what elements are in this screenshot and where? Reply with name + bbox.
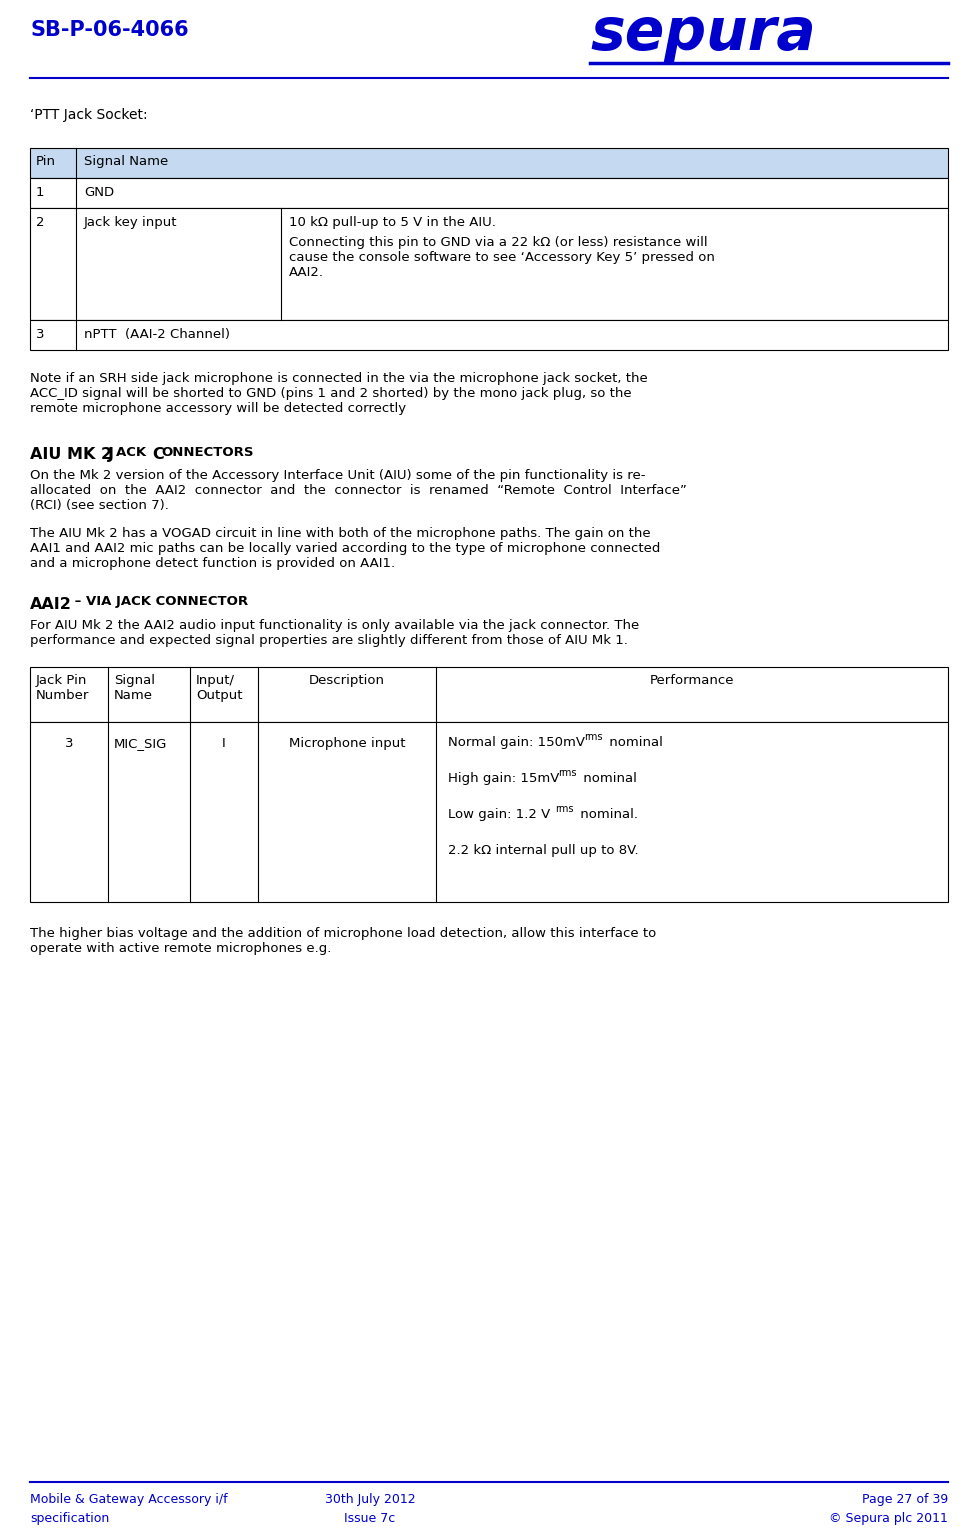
Bar: [30, 178, 948, 208]
Text: Input/
Output: Input/ Output: [196, 674, 242, 702]
Text: nPTT  (AAI-2 Channel): nPTT (AAI-2 Channel): [84, 328, 230, 342]
Text: nominal: nominal: [579, 772, 637, 784]
Text: AIU MK 2: AIU MK 2: [30, 447, 118, 463]
Text: nominal.: nominal.: [576, 807, 638, 821]
Text: Signal
Name: Signal Name: [114, 674, 155, 702]
Text: sepura: sepura: [590, 5, 816, 61]
Text: Microphone input: Microphone input: [289, 737, 405, 751]
Text: 2.2 kΩ internal pull up to 8V.: 2.2 kΩ internal pull up to 8V.: [448, 844, 638, 856]
Text: rms: rms: [584, 732, 602, 741]
Text: 10 kΩ pull-up to 5 V in the AIU.: 10 kΩ pull-up to 5 V in the AIU.: [289, 216, 496, 228]
Text: Issue 7c: Issue 7c: [345, 1512, 395, 1524]
Text: I: I: [223, 737, 225, 751]
Text: Jack Pin
Number: Jack Pin Number: [36, 674, 90, 702]
Text: Page 27 of 39: Page 27 of 39: [862, 1494, 948, 1506]
Text: High gain: 15mV: High gain: 15mV: [448, 772, 559, 784]
Text: AAI2: AAI2: [30, 597, 72, 611]
Text: ‘PTT Jack Socket:: ‘PTT Jack Socket:: [30, 107, 147, 123]
Text: SB-P-06-4066: SB-P-06-4066: [30, 20, 188, 40]
Text: C: C: [152, 447, 164, 463]
Text: 1: 1: [36, 185, 45, 199]
Bar: [30, 722, 948, 902]
Text: GND: GND: [84, 185, 114, 199]
Text: 2: 2: [36, 216, 45, 228]
Text: rms: rms: [555, 804, 574, 813]
Text: rms: rms: [558, 768, 577, 778]
Text: Mobile & Gateway Accessory i/f: Mobile & Gateway Accessory i/f: [30, 1494, 227, 1506]
Text: Pin: Pin: [36, 155, 56, 169]
Text: © Sepura plc 2011: © Sepura plc 2011: [830, 1512, 948, 1524]
Text: Low gain: 1.2 V: Low gain: 1.2 V: [448, 807, 550, 821]
Text: specification: specification: [30, 1512, 109, 1524]
Text: Jack key input: Jack key input: [84, 216, 178, 228]
Text: MIC_SIG: MIC_SIG: [114, 737, 167, 751]
Text: Note if an SRH side jack microphone is connected in the via the microphone jack : Note if an SRH side jack microphone is c…: [30, 372, 648, 415]
Text: The higher bias voltage and the addition of microphone load detection, allow thi: The higher bias voltage and the addition…: [30, 927, 656, 954]
Bar: [30, 666, 948, 722]
Text: ONNECTORS: ONNECTORS: [161, 446, 254, 458]
Text: Signal Name: Signal Name: [84, 155, 168, 169]
Bar: [30, 208, 948, 320]
Text: 3: 3: [36, 328, 45, 342]
Bar: [30, 320, 948, 349]
Text: On the Mk 2 version of the Accessory Interface Unit (AIU) some of the pin functi: On the Mk 2 version of the Accessory Int…: [30, 469, 687, 512]
Text: The AIU Mk 2 has a VOGAD circuit in line with both of the microphone paths. The : The AIU Mk 2 has a VOGAD circuit in line…: [30, 527, 661, 570]
Text: For AIU Mk 2 the AAI2 audio input functionality is only available via the jack c: For AIU Mk 2 the AAI2 audio input functi…: [30, 619, 639, 647]
Text: – VIA JACK CONNECTOR: – VIA JACK CONNECTOR: [70, 596, 248, 608]
Text: Performance: Performance: [650, 674, 734, 686]
Text: 3: 3: [64, 737, 73, 751]
Bar: [30, 149, 948, 178]
Text: J: J: [108, 447, 114, 463]
Text: ACK: ACK: [116, 446, 150, 458]
Text: Description: Description: [309, 674, 385, 686]
Text: Normal gain: 150mV: Normal gain: 150mV: [448, 735, 585, 749]
Text: nominal: nominal: [605, 735, 663, 749]
Text: Connecting this pin to GND via a 22 kΩ (or less) resistance will
cause the conso: Connecting this pin to GND via a 22 kΩ (…: [289, 236, 714, 279]
Text: 30th July 2012: 30th July 2012: [325, 1494, 416, 1506]
